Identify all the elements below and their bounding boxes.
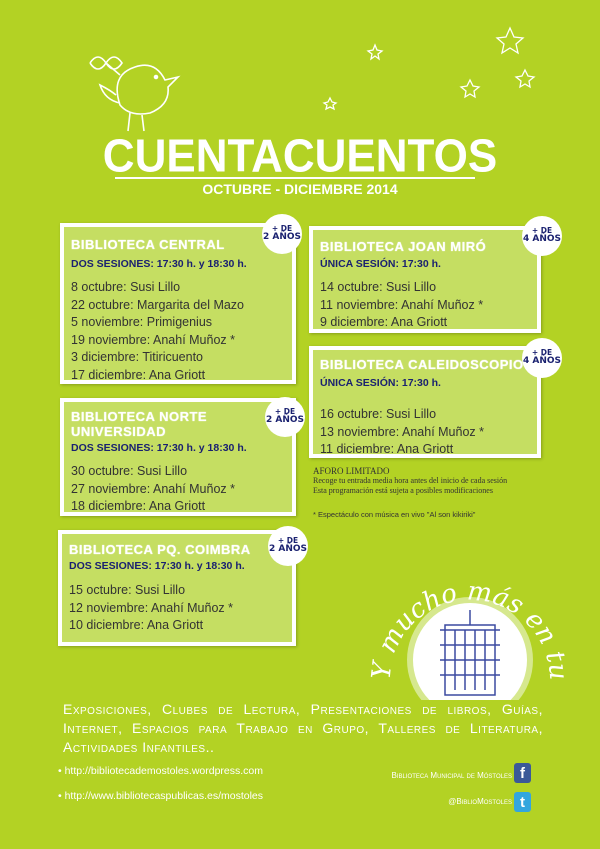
date-entry: 22 octubre: Margarita del Mazo [71,297,245,312]
session-times: DOS SESIONES: 17:30 h. y 18:30 h. [71,442,247,454]
age-badge: + DE 2 AÑOS [262,214,302,254]
date-entry: 14 octubre: Susi Lillo [320,280,437,294]
session-times: DOS SESIONES: 17:30 h. y 18:30 h. [69,560,245,572]
twitter-icon[interactable]: t [514,792,531,812]
date-entry: 16 octubre: Susi Lillo [320,407,437,421]
age-badge: + DE 4 AÑOS [522,338,562,378]
notes-line: Esta programación está sujeta a posibles… [313,486,493,495]
date-entry: 11 noviembre: Anahí Muñoz * [320,297,484,312]
blog-link[interactable]: • http://bibliotecademostoles.wordpress.… [58,765,264,777]
date-entry: 10 diciembre: Ana Griott [69,618,204,632]
library-card-caleidoscopio: BIBLIOTECA CALEIDOSCOPIO ÚNICA SESIÓN: 1… [309,346,541,458]
date-entry: 27 noviembre: Anahí Muñoz * [71,481,235,496]
date-entry: 13 noviembre: Anahí Muñoz * [320,424,484,439]
library-name: BIBLIOTECA PQ. COIMBRA [69,542,251,557]
date-entry: 19 noviembre: Anahí Muñoz * [71,332,235,347]
bird-illustration [89,56,181,132]
date-entry: 17 diciembre: Ana Griott [71,367,206,382]
facebook-label[interactable]: Biblioteca Municipal de Móstoles [391,771,512,780]
date-entry: 30 octubre: Susi Lillo [71,464,188,478]
date-entry: 5 noviembre: Primigenius [71,315,213,329]
age-badge: + DE 4 AÑOS [522,216,562,256]
website-link[interactable]: • http://www.bibliotecaspublicas.es/most… [58,790,264,802]
session-times: ÚNICA SESIÓN: 17:30 h. [320,258,441,270]
library-name: BIBLIOTECA JOAN MIRÓ [320,239,487,254]
stars-decoration [322,26,536,111]
library-name: BIBLIOTECA NORTE UNIVERSIDAD [71,409,208,439]
title-divider [115,177,475,179]
date-entry: 3 diciembre: Titiricuento [71,350,204,364]
session-times: ÚNICA SESIÓN: 17:30 h. [320,377,441,389]
footnote: * Espectáculo con música en vivo "Al son… [313,510,476,519]
library-card-norte-universidad: BIBLIOTECA NORTE UNIVERSIDAD DOS SESIONE… [60,398,296,516]
library-emblem: Y mucho más en tu biblioteca: [360,530,573,700]
date-entry: 15 octubre: Susi Lillo [69,583,186,597]
notes-line: Recoge tu entrada media hora antes del i… [313,476,508,485]
date-entry: 11 diciembre: Ana Griott [320,442,454,456]
date-entry: 18 diciembre: Ana Griott [71,499,206,513]
date-entry: 9 diciembre: Ana Griott [320,315,448,329]
page-subtitle: OCTUBRE - DICIEMBRE 2014 [202,181,398,197]
facebook-icon[interactable]: f [514,763,531,783]
library-name: BIBLIOTECA CENTRAL [71,237,225,252]
session-times: DOS SESIONES: 17:30 h. y 18:30 h. [71,258,247,270]
library-card-pq-coimbra: BIBLIOTECA PQ. COIMBRA DOS SESIONES: 17:… [58,530,296,646]
date-entry: 8 octubre: Susi Lillo [71,280,181,294]
library-card-central: BIBLIOTECA CENTRAL DOS SESIONES: 17:30 h… [60,223,296,384]
library-name: BIBLIOTECA CALEIDOSCOPIO [320,357,524,372]
twitter-label[interactable]: @BiblioMostoles [448,797,512,806]
library-card-joan-miro: BIBLIOTECA JOAN MIRÓ ÚNICA SESIÓN: 17:30… [309,226,541,333]
services-list: Exposiciones, Clubes de Lectura, Present… [63,701,543,755]
date-entry: 12 noviembre: Anahí Muñoz * [69,600,233,615]
age-badge: + DE 2 AÑOS [265,397,305,437]
age-badge: + DE 2 AÑOS [268,526,308,566]
notes-heading: AFORO LIMITADO [313,466,390,476]
notes: AFORO LIMITADO Recoge tu entrada media h… [313,466,507,496]
page-title: CUENTACUENTOS [102,130,498,183]
